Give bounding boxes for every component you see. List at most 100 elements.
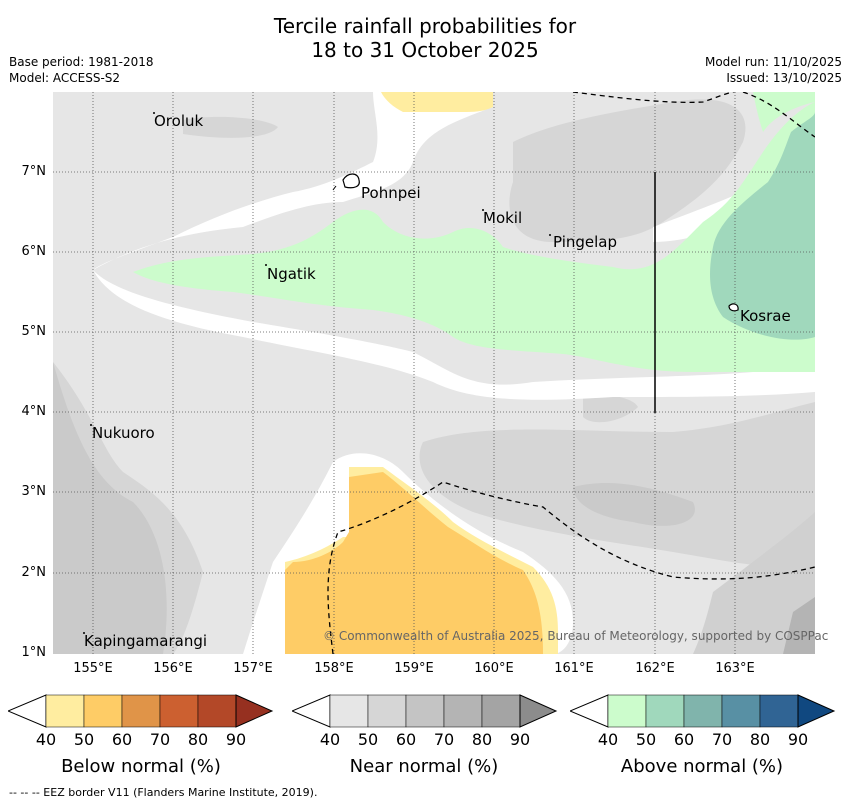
near-swatch-80 [481,694,521,728]
near-tick-60: 60 [395,730,417,749]
nukuoro-dot [90,424,92,426]
pingelap-dot [549,234,551,236]
kapingamarangi-dot [83,632,85,634]
x-tick-158e: 158°E [314,661,354,676]
near-tick-50: 50 [357,730,379,749]
issued-date: Issued: 13/10/2025 [726,71,842,85]
eez-footnote: -- -- -- EEZ border V11 (Flanders Marine… [9,786,318,799]
near-normal-label: Near normal (%) [349,756,499,777]
x-tick-161e: 161°E [554,661,594,676]
below-tick-50: 50 [73,730,95,749]
neutral-band-north [93,92,493,270]
above-normal-40-region [133,102,815,372]
model-run: Model run: 11/10/2025 [704,55,842,69]
above-extend-high [797,694,836,728]
near-swatch-40 [329,694,369,728]
y-tick-7n: 7°N [21,164,47,179]
y-tick-5n: 5°N [21,324,47,339]
below-tick-90: 90 [225,730,247,749]
copyright-notice: © Commonwealth of Australia 2025, Bureau… [323,629,829,643]
above-swatch-80 [759,694,799,728]
below-swatch-60 [121,694,161,728]
x-tick-159e: 159°E [394,661,434,676]
kosrae-island [728,303,739,312]
near-extend-high [519,694,558,728]
colorbar-below-normal [8,694,274,728]
label-mokil: Mokil [483,209,523,227]
below-normal-label: Below normal (%) [61,756,221,777]
below-normal-40-region-north [381,92,493,112]
below-tick-40: 40 [35,730,57,749]
x-tick-156e: 156°E [153,661,193,676]
x-tick-163e: 163°E [715,661,755,676]
eez-border-north [572,92,815,138]
near-normal-60-patch-west [53,362,167,654]
above-tick-70: 70 [711,730,733,749]
above-normal-40-region-top [753,92,815,132]
y-tick-4n: 4°N [21,404,47,419]
near-normal-60-patch-south [573,482,695,526]
mokil-dot [482,209,484,211]
eez-border-south [327,481,815,654]
pohnpei-island [342,173,360,189]
above-swatch-70 [721,694,761,728]
below-swatch-40 [45,694,85,728]
base-period: Base period: 1981-2018 [9,55,154,69]
title-line-1: Tercile rainfall probabilities for [273,14,577,38]
ngatik-dot [265,264,267,266]
title-line-2: 18 to 31 October 2025 [311,38,539,62]
label-kapingamarangi: Kapingamarangi [84,632,208,650]
below-swatch-70 [159,694,199,728]
chart-title: Tercile rainfall probabilities for 18 to… [0,14,850,62]
near-normal-50-patch-oroluk [183,116,278,138]
y-tick-3n: 3°N [21,484,47,499]
near-swatch-70 [443,694,483,728]
above-tick-90: 90 [787,730,809,749]
meta-left: Base period: 1981-2018 Model: ACCESS-S2 [9,54,154,86]
near-normal-50-patch-ne [509,99,746,242]
above-tick-50: 50 [635,730,657,749]
label-nukuoro: Nukuoro [92,424,155,442]
y-tick-2n: 2°N [21,565,47,580]
model-name: Model: ACCESS-S2 [9,71,121,85]
near-tick-40: 40 [319,730,341,749]
x-tick-157e: 157°E [233,661,273,676]
below-tick-70: 70 [149,730,171,749]
gridlines [53,92,815,654]
x-tick-162e: 162°E [635,661,675,676]
y-tick-6n: 6°N [21,244,47,259]
above-tick-40: 40 [597,730,619,749]
above-swatch-40 [607,694,647,728]
near-tick-80: 80 [471,730,493,749]
near-swatch-60 [405,694,445,728]
near-normal-60-patch-se [693,512,815,654]
probability-map [53,92,815,654]
x-tick-160e: 160°E [474,661,514,676]
near-tick-90: 90 [509,730,531,749]
label-pingelap: Pingelap [553,233,618,251]
meta-right: Model run: 11/10/2025 Issued: 13/10/2025 [705,54,842,86]
label-kosrae: Kosrae [740,307,791,325]
near-extend-low [292,694,331,728]
below-swatch-50 [83,694,123,728]
near-tick-70: 70 [433,730,455,749]
pohnpei-reef-mark [332,185,337,191]
label-ngatik: Ngatik [267,265,316,283]
colorbar-near-normal [292,694,558,728]
below-tick-60: 60 [111,730,133,749]
y-tick-1n: 1°N [21,645,47,660]
above-normal-label: Above normal (%) [620,756,784,777]
above-normal-50-region-kosrae [710,112,815,340]
colorbar-above-normal [570,694,836,728]
above-tick-80: 80 [749,730,771,749]
above-extend-low [570,694,609,728]
label-pohnpei: Pohnpei [361,184,421,202]
near-normal-50-patch-small [583,395,638,423]
neutral-band-middle [93,270,815,400]
below-tick-80: 80 [187,730,209,749]
x-tick-155e: 155°E [73,661,113,676]
above-swatch-60 [683,694,723,728]
near-normal-70-patch-se [783,597,815,654]
oroluk-dot [153,112,155,114]
above-swatch-50 [645,694,685,728]
